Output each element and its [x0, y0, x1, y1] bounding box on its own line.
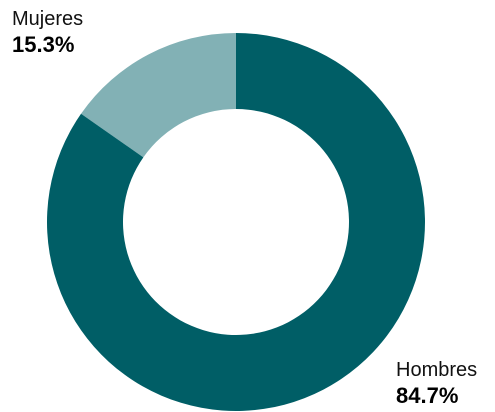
slice-label-mujeres: Mujeres: [12, 8, 83, 30]
donut-slice-hombres: [47, 33, 426, 411]
slice-value-mujeres: 15.3%: [12, 32, 74, 57]
slice-label-hombres: Hombres: [396, 359, 477, 381]
donut-slice-mujeres: [81, 33, 236, 158]
donut-labels: Mujeres 15.3% Hombres 84.7%: [12, 8, 477, 408]
slice-value-hombres: 84.7%: [396, 383, 458, 408]
donut-slices: [47, 33, 426, 411]
